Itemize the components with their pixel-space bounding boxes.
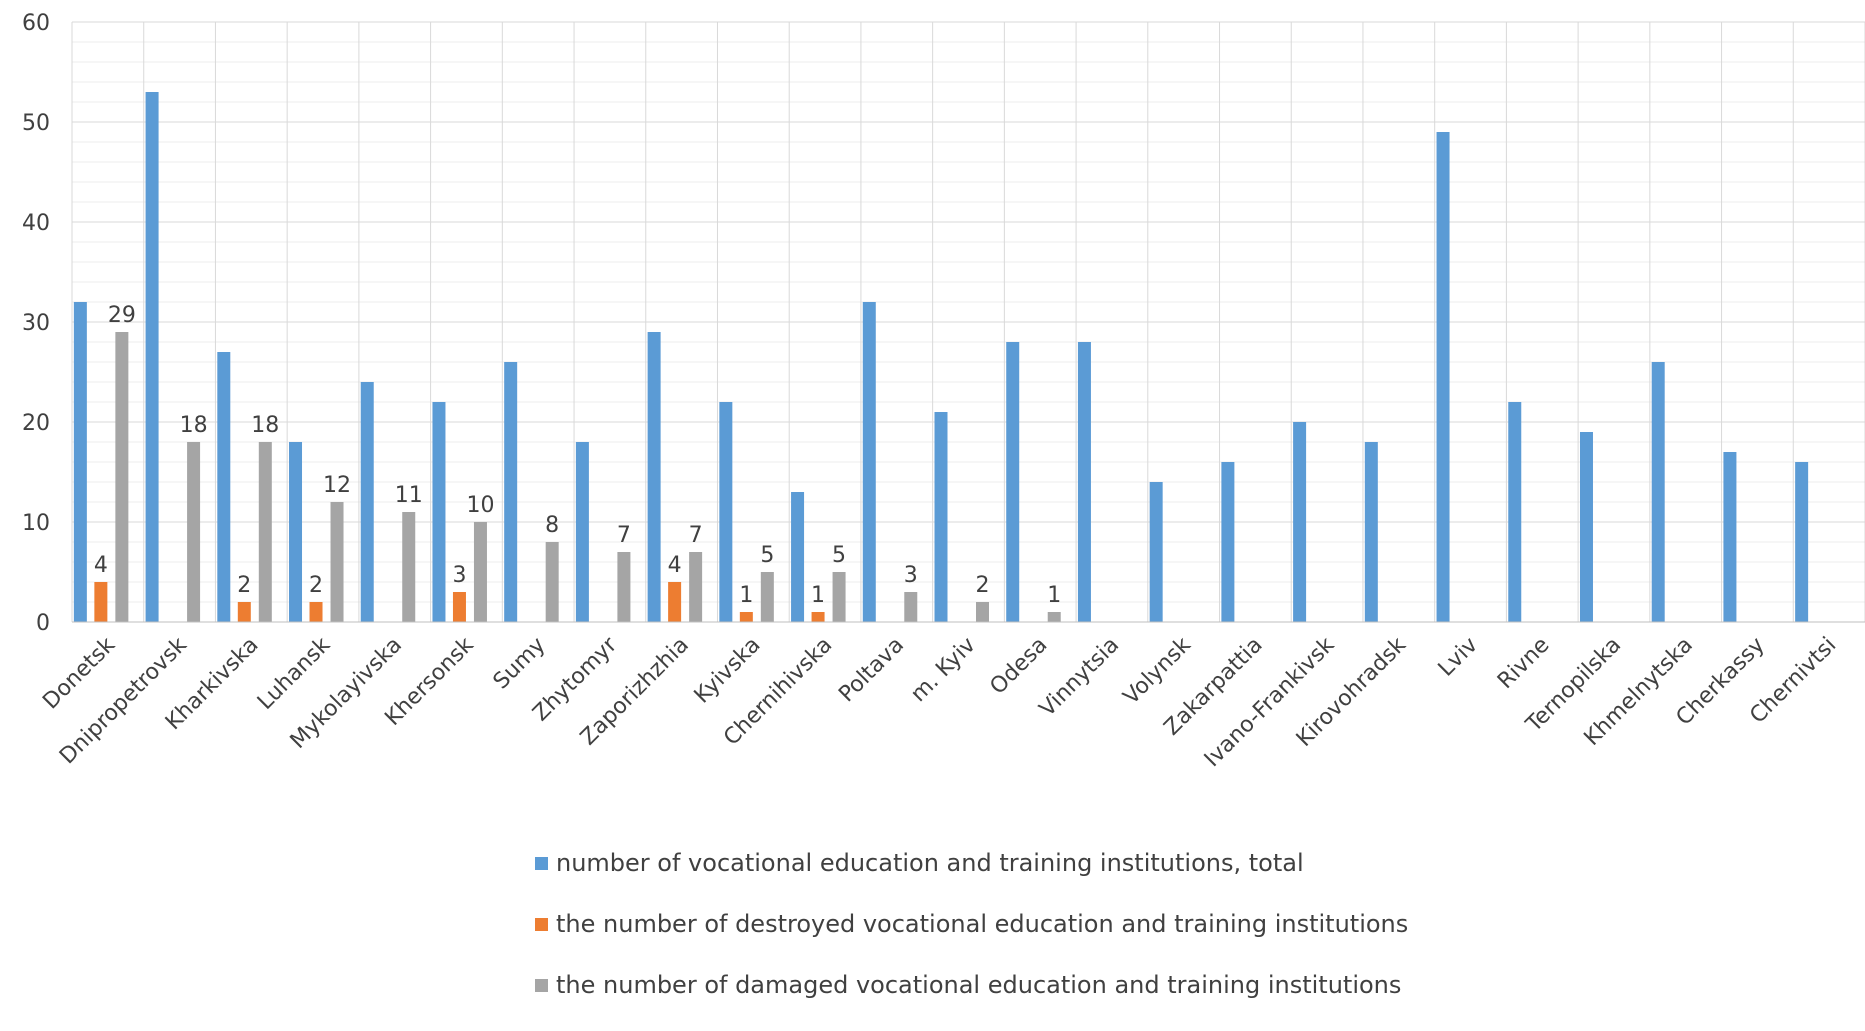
legend-label-destroyed: the number of destroyed vocational educa… [556,910,1409,938]
bar-0-23 [1723,452,1737,622]
legend-label-damaged: the number of damaged vocational educati… [556,971,1402,999]
data-label-2-3: 12 [323,473,351,498]
data-label-2-10: 5 [832,543,846,568]
data-label-1-5: 3 [452,563,466,588]
bar-0-1 [145,92,159,622]
y-tick-label: 10 [22,511,50,536]
y-tick-label: 0 [36,611,50,636]
chart: 0 10 20 30 40 50 60 4 2 2 3 4 1 1 29 18 18 12 11 10 8 7 7 5 5 3 2 1… [22,11,1865,999]
y-tick-label: 20 [22,411,50,436]
bar-0-6 [504,362,518,622]
bar-2-13 [1047,612,1061,622]
bar-0-7 [575,442,589,622]
x-tick-label: Poltava [834,633,909,708]
x-tick-label: Lviv [1434,633,1483,682]
bar-1-0 [94,582,108,622]
bar-2-7 [617,552,631,622]
data-label-2-9: 5 [760,543,774,568]
y-tick-label: 40 [22,211,50,236]
bar-0-0 [73,302,87,622]
bar-0-13 [1006,342,1020,622]
data-label-2-11: 3 [904,563,918,588]
x-tick-label: Vinnytsia [1035,633,1124,722]
data-label-1-8: 4 [668,553,682,578]
bar-0-4 [360,382,374,622]
bar-1-9 [739,612,753,622]
x-tick-label: Rivne [1493,633,1554,694]
bar-0-5 [432,402,446,622]
data-label-2-2: 18 [251,413,279,438]
bar-1-3 [309,602,323,622]
bar-1-2 [237,602,251,622]
data-label-2-8: 7 [689,523,703,548]
bar-2-8 [689,552,703,622]
bar-0-20 [1508,402,1522,622]
y-tick-label: 50 [22,111,50,136]
data-label-1-0: 4 [94,553,108,578]
legend-swatch-damaged [535,978,548,992]
x-tick-label: m. Kyiv [906,633,981,708]
data-label-2-0: 29 [108,303,136,328]
bar-0-16 [1221,462,1235,622]
bar-2-3 [330,502,344,622]
data-label-2-6: 8 [545,513,559,538]
bar-0-11 [862,302,876,622]
bar-2-5 [473,522,487,622]
bar-0-19 [1436,132,1450,622]
x-tick-label: Ivano-Frankivsk [1200,632,1340,772]
bar-2-6 [545,542,559,622]
bar-2-11 [904,592,918,622]
bar-0-21 [1579,432,1593,622]
bar-0-15 [1149,482,1163,622]
bar-0-22 [1651,362,1665,622]
legend: number of vocational education and train… [535,848,1408,1031]
x-tick-label: Odesa [985,633,1052,700]
legend-swatch-destroyed [535,917,548,931]
bar-1-8 [668,582,682,622]
data-label-2-7: 7 [617,523,631,548]
data-label-1-2: 2 [237,573,251,598]
bar-1-10 [811,612,825,622]
legend-label-total: number of vocational education and train… [556,849,1304,877]
data-label-2-13: 1 [1047,583,1061,608]
bar-0-10 [791,492,805,622]
bar-2-0 [115,332,129,622]
data-label-1-10: 1 [811,583,825,608]
legend-item-damaged: the number of damaged vocational educati… [535,970,1408,1000]
x-tick-label: Sumy [489,633,551,695]
data-label-1-3: 2 [309,573,323,598]
bar-0-8 [647,332,661,622]
y-tick-label: 60 [22,11,50,36]
bar-0-24 [1795,462,1809,622]
bar-2-9 [760,572,774,622]
data-label-2-12: 2 [976,573,990,598]
bar-0-18 [1364,442,1378,622]
bar-2-4 [402,512,416,622]
y-tick-label: 30 [22,311,50,336]
bar-0-9 [719,402,733,622]
bar-0-14 [1077,342,1091,622]
legend-swatch-total [535,856,548,870]
bar-1-5 [452,592,466,622]
bar-2-2 [258,442,272,622]
bar-2-1 [187,442,201,622]
data-label-2-1: 18 [180,413,208,438]
legend-item-total: number of vocational education and train… [535,848,1408,878]
bar-0-17 [1293,422,1307,622]
data-label-2-5: 10 [466,493,494,518]
bar-0-12 [934,412,948,622]
bar-2-12 [976,602,989,622]
bar-0-2 [217,352,231,622]
x-tick-label: Dnipropetrovsk [55,632,192,769]
data-label-2-4: 11 [395,483,423,508]
data-label-1-9: 1 [739,583,753,608]
legend-item-destroyed: the number of destroyed vocational educa… [535,909,1408,939]
bar-0-3 [289,442,303,622]
bar-2-10 [832,572,846,622]
